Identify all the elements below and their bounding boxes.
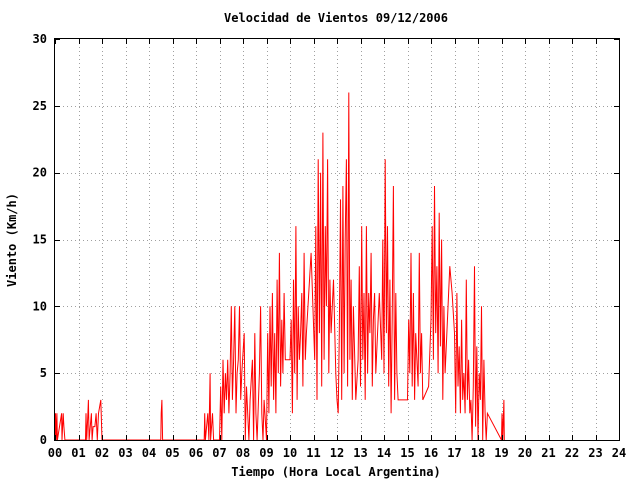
x-tick-label: 21: [541, 446, 555, 460]
x-tick-label: 12: [330, 446, 344, 460]
x-tick-label: 17: [447, 446, 461, 460]
x-tick-label: 04: [142, 446, 156, 460]
x-axis-label: Tiempo (Hora Local Argentina): [231, 465, 441, 479]
x-tick-label: 23: [588, 446, 602, 460]
series-line-wind-speed: [54, 92, 505, 441]
x-tick-label: 06: [189, 446, 203, 460]
x-tick-label: 05: [165, 446, 179, 460]
x-tick-label: 01: [71, 446, 85, 460]
x-tick-label: 22: [565, 446, 579, 460]
y-tick-label: 15: [33, 233, 47, 247]
x-tick-label: 11: [306, 446, 320, 460]
x-tick-label: 19: [494, 446, 508, 460]
axis-ticks: 00 01 02 03 04 05 06 07 08 09 10 11 12 13 14 15 16 17 18 19…: [33, 32, 627, 460]
y-tick-label: 0: [40, 433, 47, 447]
x-tick-label: 18: [471, 446, 485, 460]
x-tick-label: 14: [377, 446, 391, 460]
x-tick-label: 24: [612, 446, 626, 460]
x-tick-label: 03: [118, 446, 132, 460]
x-tick-label: 09: [259, 446, 273, 460]
grid-lines: [55, 39, 619, 440]
y-tick-label: 25: [33, 99, 47, 113]
x-tick-label: 07: [212, 446, 226, 460]
plot-frame: [54, 38, 620, 441]
y-tick-label: 5: [40, 366, 47, 380]
x-tick-label: 08: [236, 446, 250, 460]
x-tick-label: 10: [283, 446, 297, 460]
y-axis-label: Viento (Km/h): [5, 193, 19, 287]
y-tick-label: 20: [33, 166, 47, 180]
y-tick-label: 10: [33, 299, 47, 313]
x-tick-label: 20: [518, 446, 532, 460]
x-tick-label: 15: [400, 446, 414, 460]
x-tick-label: 16: [424, 446, 438, 460]
series-layer: [54, 92, 505, 441]
x-tick-label: 13: [353, 446, 367, 460]
y-tick-label: 30: [33, 32, 47, 46]
x-tick-label: 00: [48, 446, 62, 460]
x-tick-label: 02: [95, 446, 109, 460]
chart-title: Velocidad de Vientos 09/12/2006: [224, 11, 448, 25]
